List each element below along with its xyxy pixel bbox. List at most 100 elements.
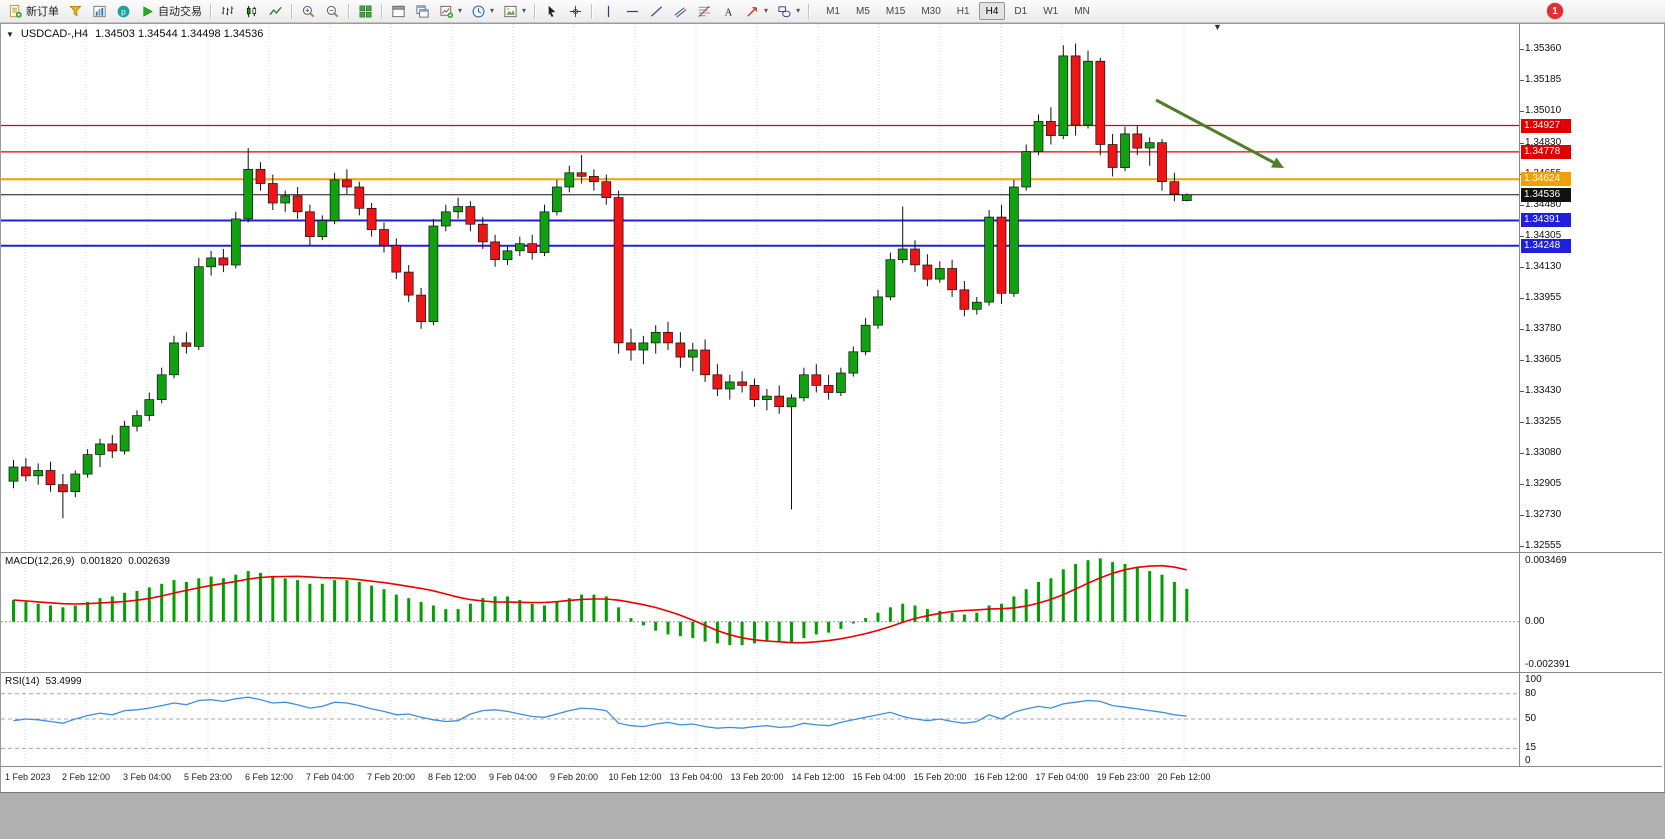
rsi-canvas[interactable] [1,673,1519,767]
axis-tick-mark [1520,79,1524,81]
timeframe-button-m5[interactable]: M5 [849,2,877,20]
new-order-icon [8,4,23,19]
vertical-line-tool-button[interactable] [597,1,620,21]
cascade-windows-button[interactable] [411,1,434,21]
toolbar-separator [381,3,383,19]
text-a-icon: A [721,4,736,19]
notification-badge[interactable]: 1 [1547,3,1563,19]
ohlc-bars-icon [220,4,235,19]
templates-button[interactable]: ▾ [499,1,530,21]
channel-tool-button[interactable] [669,1,692,21]
time-axis-label: 15 Feb 04:00 [852,772,906,782]
price-line-badge[interactable]: 1.34624 [1521,172,1571,187]
timeframe-button-w1[interactable]: W1 [1036,2,1065,20]
favorites-icon [68,4,83,19]
favorites-button[interactable] [64,1,87,21]
macd-axis-label: -0.002391 [1525,659,1571,670]
axis-tick-mark [1520,421,1524,423]
timeframe-toolbar: M1 M5 M15 M30 H1 H4 D1 W1 MN [818,2,1098,20]
price-tick-label: 1.32555 [1525,539,1562,551]
price-line-badge[interactable]: 1.34927 [1521,118,1571,133]
crosshair-button[interactable] [564,1,587,21]
macd-value: 0.001820 [80,556,123,567]
chevron-down-icon: ▾ [764,6,769,15]
price-tick-label: 1.34830 [1525,136,1562,148]
charts-button[interactable] [88,1,111,21]
vertical-line-icon [601,4,616,19]
time-axis-label: 13 Feb 20:00 [730,772,784,782]
price-line-badge[interactable]: 1.34391 [1521,213,1571,228]
candlestick-chart-button[interactable] [240,1,263,21]
profiles-button[interactable]: p [112,1,135,21]
timeframe-button-mn[interactable]: MN [1067,2,1097,20]
arrange-windows-button[interactable] [387,1,410,21]
macd-title: MACD(12,26,9) 0.001820 0.002639 [5,556,170,567]
tile-windows-button[interactable] [354,1,377,21]
timeframe-button-d1[interactable]: D1 [1007,2,1034,20]
shapes-tool-button[interactable]: ▾ [773,1,804,21]
line-chart-button[interactable] [264,1,287,21]
time-axis-label: 8 Feb 12:00 [427,772,477,782]
new-order-button[interactable]: 新订单 [4,1,63,21]
fibonacci-icon [697,4,712,19]
cursor-button[interactable] [540,1,563,21]
axis-tick-mark [1520,297,1524,299]
timeframe-button-m30[interactable]: M30 [914,2,947,20]
zoom-out-icon [325,4,340,19]
tile-windows-icon [358,4,373,19]
cascade-windows-icon [415,4,430,19]
trendline-tool-button[interactable] [645,1,668,21]
macd-label: MACD(12,26,9) [5,556,75,567]
fibonacci-tool-button[interactable] [693,1,716,21]
toolbar-separator [348,3,350,19]
arrows-tool-button[interactable]: ▾ [741,1,772,21]
axis-tick-mark [1520,390,1524,392]
periods-clock-icon [471,4,486,19]
chart-title: ▼ USDCAD-,H4 1.34503 1.34544 1.34498 1.3… [6,28,263,40]
price-tick-label: 1.33955 [1525,291,1562,303]
horizontal-line-tool-button[interactable] [621,1,644,21]
toolbar-separator [591,3,594,19]
auto-trading-icon [140,4,155,19]
price-line-badge[interactable]: 1.34778 [1521,144,1571,159]
horizontal-line-icon [625,4,640,19]
macd-canvas[interactable] [1,553,1519,673]
cursor-icon [544,4,559,19]
price-tick-label: 1.33780 [1525,322,1562,334]
auto-trading-button[interactable]: 自动交易 [136,1,206,21]
svg-text:A: A [725,7,733,18]
price-tick-label: 1.35185 [1525,73,1562,85]
new-chart-button[interactable]: ▾ [435,1,466,21]
main-chart-pane: ▼ USDCAD-,H4 1.34503 1.34544 1.34498 1.3… [1,22,1662,552]
one-click-trading-toggle[interactable]: ▼ [6,29,14,39]
price-tick-label: 1.35360 [1525,42,1562,54]
price-axis[interactable]: 1.353601.351851.350101.348301.346551.344… [1519,24,1662,552]
line-chart-icon [268,4,283,19]
timeframe-button-h1[interactable]: H1 [950,2,977,20]
time-axis[interactable]: 1 Feb 2023 2 Feb 12:00 3 Feb 04:00 5 Feb 23… [1,766,1662,791]
time-axis-label: 19 Feb 23:00 [1096,772,1150,782]
zoom-in-button[interactable] [297,1,320,21]
main-chart-canvas[interactable] [1,24,1519,552]
periods-button[interactable]: ▾ [467,1,498,21]
rsi-pane: RSI(14) 53.4999 100 80 50 15 0 [1,672,1662,767]
timeframe-button-h4[interactable]: H4 [978,2,1006,20]
main-toolbar: 新订单 p 自动交易 ▾ ▾ ▾ A ▾ ▾ [0,0,1665,23]
time-axis-label: 1 Feb 2023 [5,772,51,782]
text-tool-button[interactable]: A [717,1,740,21]
zoom-out-button[interactable] [321,1,344,21]
axis-tick-mark [1520,204,1524,206]
rsi-axis: 100 80 50 15 0 [1519,673,1662,767]
time-axis-label: 7 Feb 20:00 [366,772,416,782]
trendline-icon [649,4,664,19]
timeframe-button-m1[interactable]: M1 [819,2,847,20]
axis-tick-mark [1520,514,1524,516]
ohlc-bars-button[interactable] [216,1,239,21]
chevron-down-icon: ▾ [458,6,463,15]
shapes-icon [777,4,792,19]
price-line-badge[interactable]: 1.34248 [1521,238,1571,253]
rsi-axis-label: 0 [1525,755,1531,766]
chart-shift-marker[interactable]: ▼ [1213,22,1222,32]
timeframe-button-m15[interactable]: M15 [879,2,912,20]
